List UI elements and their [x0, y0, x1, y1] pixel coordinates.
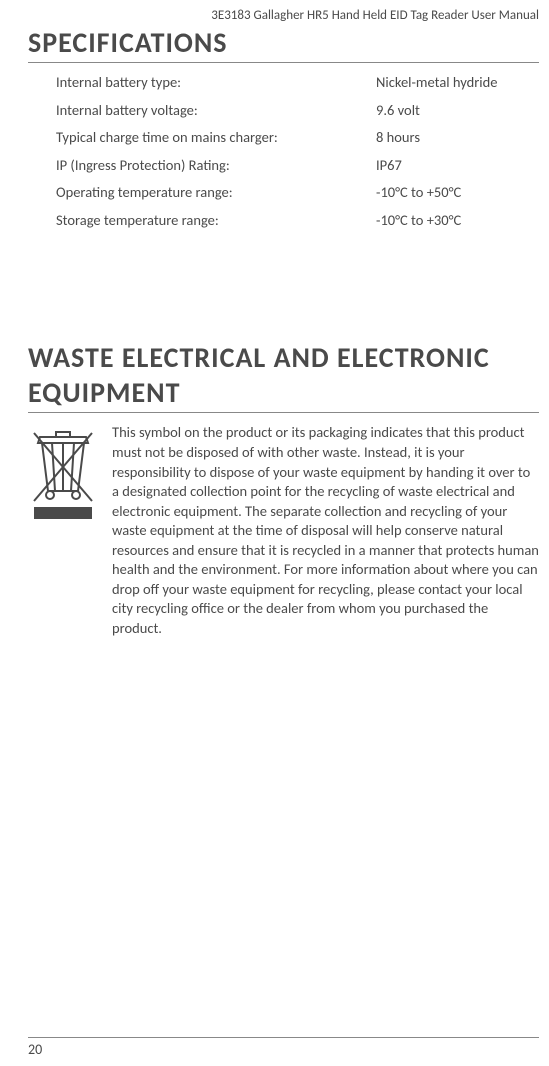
spec-value: -10°C to +50°C — [376, 183, 539, 203]
page-number: 20 — [28, 1041, 42, 1058]
spec-value: -10°C to +30°C — [376, 211, 539, 231]
spec-label: Operating temperature range: — [56, 183, 376, 203]
weee-bin-icon — [28, 423, 100, 638]
spec-label: Typical charge time on mains charger: — [56, 128, 376, 148]
page-content: SPECIFICATIONS Internal battery type: Ni… — [28, 25, 539, 639]
specifications-heading: SPECIFICATIONS — [28, 25, 539, 63]
table-row: IP (Ingress Protection) Rating: IP67 — [56, 156, 539, 176]
spec-label: Internal battery voltage: — [56, 101, 376, 121]
spec-label: Storage temperature range: — [56, 211, 376, 231]
table-row: Typical charge time on mains charger: 8 … — [56, 128, 539, 148]
table-row: Internal battery voltage: 9.6 volt — [56, 101, 539, 121]
spec-label: Internal battery type: — [56, 73, 376, 93]
table-row: Storage temperature range: -10°C to +30°… — [56, 211, 539, 231]
header-title: 3E3183 Gallagher HR5 Hand Held EID Tag R… — [211, 8, 539, 23]
page-header: 3E3183 Gallagher HR5 Hand Held EID Tag R… — [28, 8, 539, 25]
table-row: Operating temperature range: -10°C to +5… — [56, 183, 539, 203]
page-footer: 20 — [28, 1037, 539, 1058]
weee-body-text: This symbol on the product or its packag… — [112, 423, 539, 638]
spec-value: Nickel-metal hydride — [376, 73, 539, 93]
spec-value: 9.6 volt — [376, 101, 539, 121]
weee-heading: WASTE ELECTRICAL AND ELECTRONIC EQUIPMEN… — [28, 340, 539, 413]
weee-section: This symbol on the product or its packag… — [28, 423, 539, 638]
specifications-table: Internal battery type: Nickel-metal hydr… — [28, 73, 539, 230]
table-row: Internal battery type: Nickel-metal hydr… — [56, 73, 539, 93]
spec-value: 8 hours — [376, 128, 539, 148]
spec-label: IP (Ingress Protection) Rating: — [56, 156, 376, 176]
spec-value: IP67 — [376, 156, 539, 176]
